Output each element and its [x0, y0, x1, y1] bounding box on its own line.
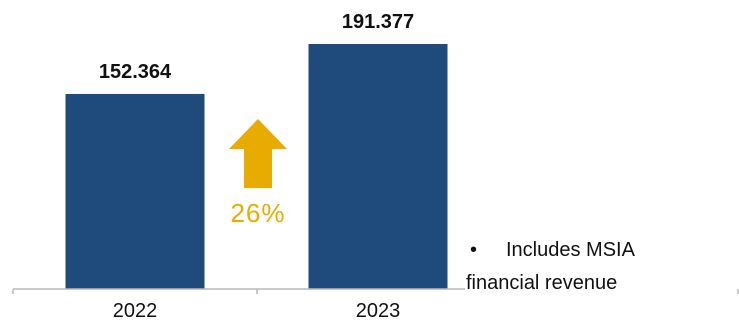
- value-label-2022: 152.364: [99, 61, 172, 83]
- x-tick-label-2023: 2023: [356, 300, 401, 322]
- footnote-line-1: • Includes MSIA: [466, 234, 736, 267]
- footnote: • Includes MSIA financial revenue: [466, 234, 736, 300]
- footnote-text-1: Includes MSIA: [506, 239, 635, 261]
- bar-2022: [65, 93, 205, 289]
- growth-percent-label: 26%: [230, 198, 285, 228]
- x-ticks-layer: 2022 2023: [12, 289, 739, 322]
- value-label-2023: 191.377: [342, 11, 414, 33]
- bar-2023: [308, 44, 448, 289]
- bullet-glyph: •: [470, 239, 478, 261]
- footnote-text-2: financial revenue: [466, 272, 618, 294]
- x-tick-label-2022: 2022: [113, 300, 158, 322]
- growth-annotation: 26%: [229, 119, 287, 228]
- up-arrow-icon: [229, 119, 287, 188]
- value-labels-layer: 152.364 191.377: [99, 11, 414, 83]
- bars-layer: [65, 44, 448, 289]
